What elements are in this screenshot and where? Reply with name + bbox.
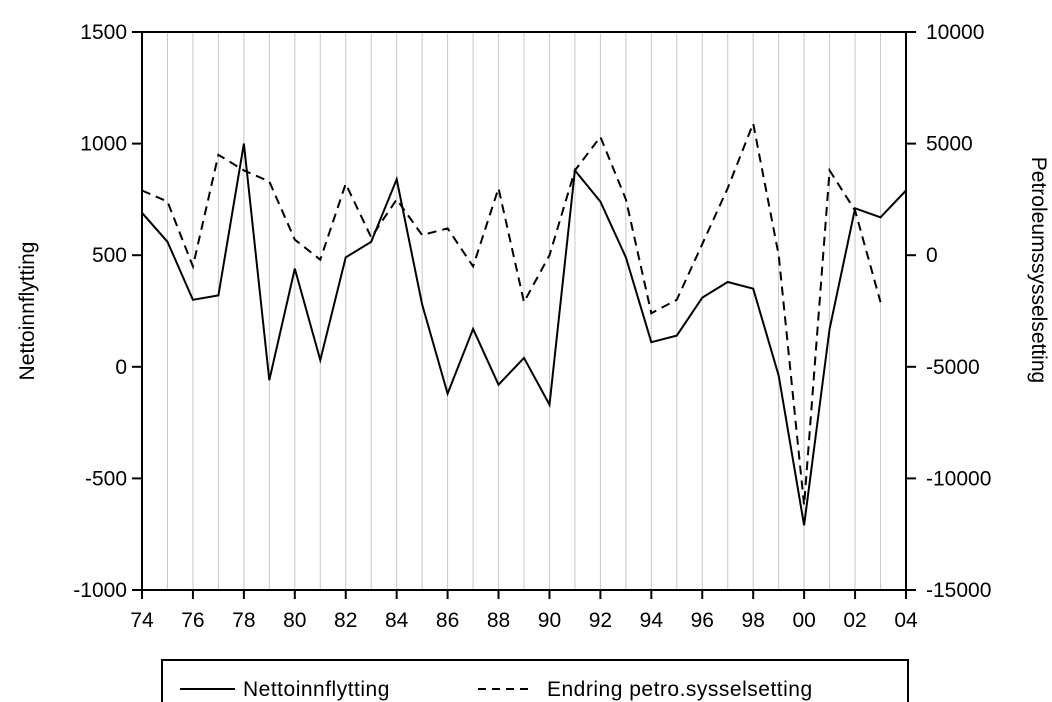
y-tick-label-left--1000: -1000: [73, 579, 127, 602]
series-line-endring-petro-sysselsetting: [141, 119, 882, 506]
y-tick-label-right-10000: 10000: [926, 21, 984, 44]
right-axis: -15000 -10000 -5000 0 5000 10000: [906, 21, 991, 602]
x-tick-label-92: 92: [589, 609, 612, 632]
y-tick-label-right--15000: -15000: [926, 579, 991, 602]
x-tick-label-04: 04: [894, 609, 918, 632]
y-tick-label-right--10000: -10000: [926, 467, 991, 490]
y-tick-label-right-0: 0: [926, 244, 938, 267]
legend: Nettoinnflytting Endring petro.sysselset…: [161, 659, 909, 702]
x-tick-label-88: 88: [487, 609, 510, 632]
x-tick-label-80: 80: [283, 609, 306, 632]
x-tick-label-98: 98: [742, 609, 765, 632]
x-tick-label-02: 02: [843, 609, 866, 632]
legend-label-nettoinnflytting: Nettoinnflytting: [243, 678, 390, 701]
plot-frame: [141, 31, 907, 591]
x-tick-label-76: 76: [181, 609, 204, 632]
left-axis: -1000 -500 0 500 1000 1500: [73, 21, 142, 602]
y-tick-label-left-500: 500: [92, 244, 127, 267]
x-tick-label-78: 78: [232, 609, 255, 632]
series-line-nettoinnflytting: [141, 143, 907, 526]
x-tick-label-84: 84: [385, 609, 409, 632]
x-axis: 74 76 78 80 82 84 86 88 90 92 94 96 98 00 02 04: [130, 590, 918, 632]
x-tick-label-96: 96: [691, 609, 714, 632]
legend-box: [161, 659, 909, 702]
y-tick-label-left-0: 0: [115, 356, 127, 379]
y-tick-label-left-1000: 1000: [80, 133, 127, 156]
x-tick-label-82: 82: [334, 609, 357, 632]
y-tick-label-left--500: -500: [85, 467, 127, 490]
series-layer: [141, 119, 907, 526]
y-axis-title-left: Nettoinnflytting: [16, 242, 39, 381]
x-tick-label-00: 00: [792, 609, 815, 632]
x-tick-label-86: 86: [436, 609, 459, 632]
y-tick-label-left-1500: 1500: [80, 21, 127, 44]
x-tick-label-74: 74: [130, 609, 154, 632]
y-axis-title-right: Petroleumssysselsetting: [1027, 157, 1050, 383]
x-tick-label-90: 90: [538, 609, 561, 632]
y-tick-label-right--5000: -5000: [926, 356, 980, 379]
vertical-gridlines: [166, 32, 882, 590]
y-tick-label-right-5000: 5000: [926, 133, 973, 156]
x-tick-label-94: 94: [640, 609, 664, 632]
legend-label-endring-petro: Endring petro.sysselsetting: [547, 678, 813, 701]
